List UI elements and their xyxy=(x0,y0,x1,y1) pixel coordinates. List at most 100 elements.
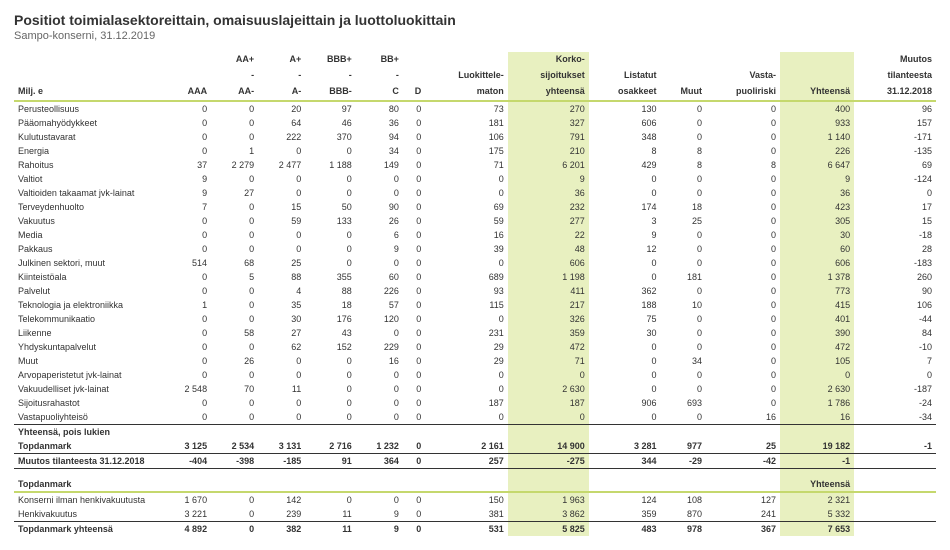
cell: 2 630 xyxy=(780,382,854,396)
cell: 1 670 xyxy=(164,492,211,507)
cell: 0 xyxy=(589,186,661,200)
cell: 30 xyxy=(780,228,854,242)
row-label: Pakkaus xyxy=(14,242,164,256)
cell: 0 xyxy=(660,101,705,116)
cell: 0 xyxy=(258,368,305,382)
cell: 105 xyxy=(780,354,854,368)
cell: 71 xyxy=(508,354,589,368)
col-vasta: Vasta- xyxy=(706,68,780,84)
cell: 0 xyxy=(164,242,211,256)
cell: 0 xyxy=(211,116,258,130)
cell: 1 198 xyxy=(508,270,589,284)
cell: 17 xyxy=(854,200,936,214)
cell: 472 xyxy=(780,340,854,354)
cell: 0 xyxy=(854,186,936,200)
cell: 0 xyxy=(660,172,705,186)
cell: 7 xyxy=(164,200,211,214)
page-title: Positiot toimialasektoreittain, omaisuus… xyxy=(14,12,936,28)
cell: 9 xyxy=(780,172,854,186)
col-korko: Korko- xyxy=(508,52,589,68)
cell: 5 825 xyxy=(508,522,589,537)
cell: 142 xyxy=(258,492,305,507)
cell: 6 xyxy=(356,228,403,242)
cell: -185 xyxy=(258,454,305,469)
cell: 2 630 xyxy=(508,382,589,396)
cell: 30 xyxy=(589,326,661,340)
cell: 68 xyxy=(211,256,258,270)
cell: 0 xyxy=(706,186,780,200)
total-label: Yhteensä, pois lukien xyxy=(14,425,164,440)
cell: 0 xyxy=(305,256,356,270)
cell: 0 xyxy=(425,172,508,186)
cell: 0 xyxy=(403,312,425,326)
table-header: AA+A+BBB+BB+Korko-Muutos----Luokittele-s… xyxy=(14,52,936,101)
cell: 10 xyxy=(660,298,705,312)
cell: 0 xyxy=(164,130,211,144)
cell: 0 xyxy=(164,312,211,326)
cell: 0 xyxy=(403,200,425,214)
cell: -10 xyxy=(854,340,936,354)
cell: 0 xyxy=(660,228,705,242)
cell: 0 xyxy=(211,298,258,312)
cell: 0 xyxy=(706,298,780,312)
cell: 0 xyxy=(706,354,780,368)
cell: 0 xyxy=(356,172,403,186)
col-muutos: 31.12.2018 xyxy=(854,84,936,101)
col-osak: osakkeet xyxy=(589,84,661,101)
cell: 0 xyxy=(508,368,589,382)
cell: 4 xyxy=(258,284,305,298)
row-label: Media xyxy=(14,228,164,242)
cell: 870 xyxy=(660,507,705,522)
row-label: Kulutustavarat xyxy=(14,130,164,144)
cell: -42 xyxy=(706,454,780,469)
cell: 0 xyxy=(356,396,403,410)
cell: 0 xyxy=(164,270,211,284)
cell: 0 xyxy=(211,312,258,326)
row-label: Palvelut xyxy=(14,284,164,298)
cell: 7 xyxy=(854,354,936,368)
cell: -29 xyxy=(660,454,705,469)
cell: 27 xyxy=(211,186,258,200)
cell: 0 xyxy=(425,186,508,200)
cell: 157 xyxy=(854,116,936,130)
cell: 0 xyxy=(258,410,305,425)
cell: 64 xyxy=(258,116,305,130)
cell: 27 xyxy=(258,326,305,340)
cell: 933 xyxy=(780,116,854,130)
cell: 0 xyxy=(211,396,258,410)
cell: 326 xyxy=(508,312,589,326)
cell: 0 xyxy=(403,439,425,454)
cell: 0 xyxy=(403,368,425,382)
cell: 19 182 xyxy=(780,439,854,454)
cell: -187 xyxy=(854,382,936,396)
cell: 0 xyxy=(403,186,425,200)
cell: 693 xyxy=(660,396,705,410)
cell: 239 xyxy=(258,507,305,522)
cell: 15 xyxy=(258,200,305,214)
cell: 0 xyxy=(660,340,705,354)
cell: 0 xyxy=(403,242,425,256)
cell: 0 xyxy=(211,340,258,354)
cell: 0 xyxy=(164,101,211,116)
cell: 0 xyxy=(305,410,356,425)
cell: 359 xyxy=(508,326,589,340)
cell: 35 xyxy=(258,298,305,312)
cell: 188 xyxy=(589,298,661,312)
cell: 773 xyxy=(780,284,854,298)
cell: 127 xyxy=(706,492,780,507)
cell: 62 xyxy=(258,340,305,354)
cell: 108 xyxy=(660,492,705,507)
cell: 11 xyxy=(305,507,356,522)
cell: 75 xyxy=(589,312,661,326)
topd-header: Topdanmark xyxy=(14,469,164,493)
cell: 382 xyxy=(258,522,305,537)
cell: 29 xyxy=(425,340,508,354)
cell: 3 xyxy=(589,214,661,228)
cell: 3 221 xyxy=(164,507,211,522)
cell: 120 xyxy=(356,312,403,326)
cell: 606 xyxy=(508,256,589,270)
col-a: - xyxy=(258,68,305,84)
cell: 483 xyxy=(589,522,661,537)
cell: 0 xyxy=(706,312,780,326)
col-bbb: BBB- xyxy=(305,84,356,101)
